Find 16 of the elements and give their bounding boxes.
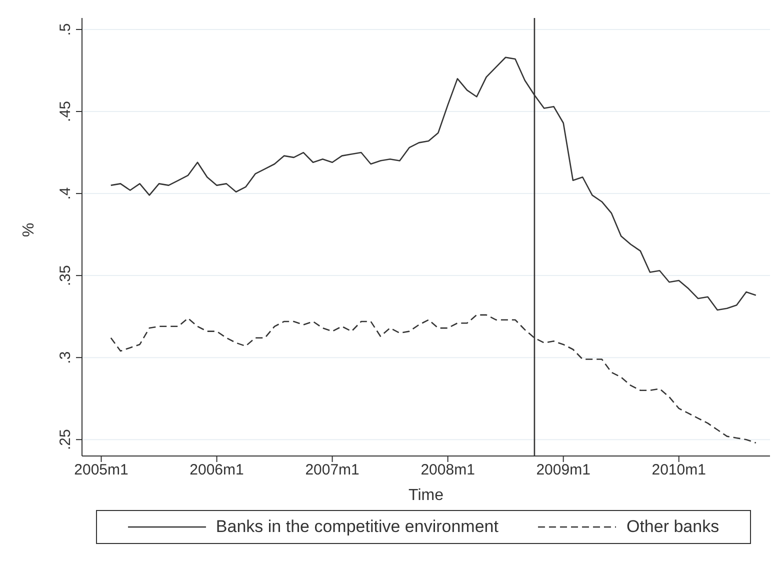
x-tick-label: 2010m1 bbox=[652, 462, 706, 479]
x-tick-label: 2007m1 bbox=[305, 462, 360, 479]
legend-label: Banks in the competitive environment bbox=[216, 517, 498, 537]
x-tick-label: 2005m1 bbox=[74, 462, 128, 479]
x-tick-label: 2008m1 bbox=[420, 462, 475, 479]
y-tick-label: .4 bbox=[57, 187, 74, 200]
y-tick-label: .25 bbox=[57, 429, 74, 450]
y-axis-title: % bbox=[20, 222, 38, 237]
x-tick-label: 2006m1 bbox=[190, 462, 244, 479]
legend-label: Other banks bbox=[626, 517, 720, 537]
x-tick-label: 2009m1 bbox=[536, 462, 590, 479]
y-tick-label: .35 bbox=[57, 265, 74, 286]
y-tick-label: .45 bbox=[57, 101, 74, 122]
y-tick-label: .3 bbox=[57, 351, 74, 364]
y-tick-label: .5 bbox=[57, 23, 74, 36]
x-axis-title: Time bbox=[408, 487, 444, 504]
